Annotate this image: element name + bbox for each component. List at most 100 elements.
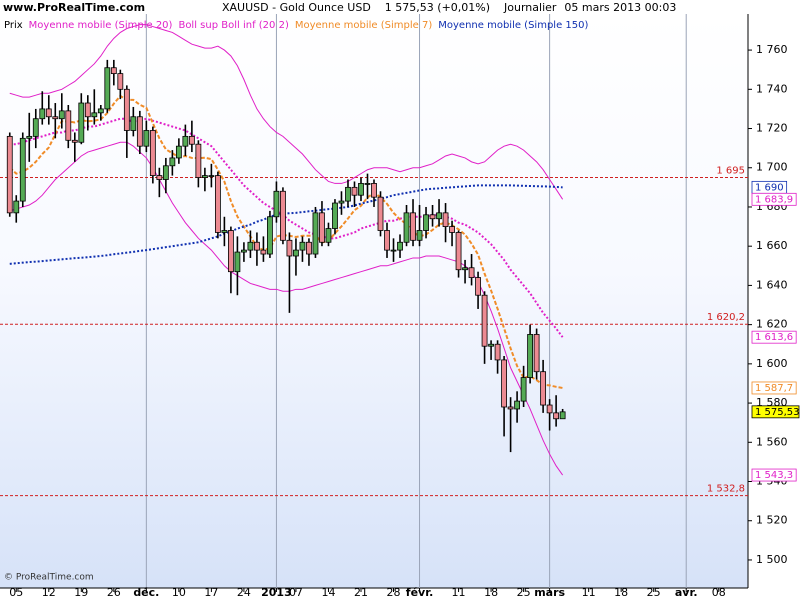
x-tick-label: 2013 [261,586,292,599]
candle-body [325,228,332,243]
price-label: 1 587,7 [755,383,793,394]
candle-body [188,135,195,145]
candle-body [514,400,520,410]
price-label: 1 543,3 [755,470,793,481]
candle-body [293,249,299,257]
candle-body [384,230,390,251]
candle-body [364,183,371,185]
x-tick-label: 11 [582,586,596,599]
candle-body [13,200,20,214]
candle-body [559,411,566,420]
moving-average [9,117,564,338]
candle-body [377,196,384,231]
price-label-box [751,381,797,395]
x-tick-label: 18 [484,586,498,599]
chart-title: XAUUSD - Gold Ounce USD [222,1,371,14]
candle-body [208,175,215,177]
candle-body [449,226,455,233]
candle-body [84,102,91,118]
candle-body [19,137,26,202]
candle-body [221,230,228,233]
site: www.ProRealTime.com [3,1,145,14]
reference-label: 1 532,8 [707,484,745,495]
legend-label: Moyenne mobile (Simple 7) [295,20,433,31]
y-tick-label: 1 500 [756,553,788,566]
y-tick-label: 1 520 [756,514,788,527]
x-tick-label: 07 [289,586,303,599]
x-tick-label: 14 [321,586,335,599]
candle-body [6,135,13,214]
reference-label: 1 695 [716,166,745,177]
candle-body [39,108,46,120]
x-tick-label: 05 [9,586,23,599]
candle-body [214,175,221,233]
candle-body [345,186,351,202]
candle-body [175,145,182,159]
candle-body [267,216,273,255]
candle-body [45,108,52,118]
candle-body [26,135,33,139]
y-tick-label: 1 760 [756,43,788,56]
price-label: 1 575,53 [755,407,800,418]
price-label: 1 683,9 [755,194,793,205]
candle-body [58,110,65,120]
candle-body [247,241,254,251]
candle-body [241,249,247,253]
x-tick-label: 18 [614,586,628,599]
copyright: © ProRealTime.com [4,573,94,583]
x-tick-label: 21 [354,586,368,599]
y-tick-label: 1 620 [756,318,788,331]
candle-body [182,135,189,147]
x-tick-label: 19 [74,586,88,599]
reference-label: 1 620,2 [707,312,745,323]
candle-body [143,130,150,147]
x-tick-label: févr. [406,586,433,599]
x-tick-label: 08 [712,586,726,599]
candle-body [104,67,111,110]
y-tick-label: 1 600 [756,357,788,370]
x-tick-label: avr. [675,586,698,599]
x-tick-label: 24 [237,586,251,599]
candle-body [358,183,364,196]
candle-body [110,67,117,75]
y-tick-label: 1 740 [756,82,788,95]
candle-body [201,175,208,178]
candle-body [91,112,98,118]
period: Journalier [503,1,557,14]
candle-body [494,343,501,361]
candle-body [273,190,280,218]
candle-body [527,334,534,378]
candle-body [371,183,377,198]
quote: 1 575,53 (+0,01%) [385,1,490,14]
candle-body [442,212,449,227]
y-tick-label: 1 560 [756,435,788,448]
price-label-box [751,192,797,206]
candle-body [71,139,78,143]
candle-body [338,200,345,204]
y-tick-label: 1 660 [756,239,788,252]
candle-body [533,334,540,373]
y-tick-label: 1 720 [756,122,788,135]
candle-body [162,165,169,180]
bollinger-upper [9,24,564,200]
y-tick-label: 1 700 [756,161,788,174]
candle-body [520,377,527,402]
candle-body [286,239,293,257]
candle-body [319,212,325,243]
price-label-box [751,330,797,344]
candle-body [97,108,104,114]
candle-body [117,73,124,90]
candle-body [462,267,468,271]
candle-body [403,212,410,243]
candle-body [156,175,163,180]
price-label-box [751,468,797,482]
candle-body [351,186,358,196]
legend-label: Boll sup Boll inf (20 2) [178,20,288,31]
candle-body [312,212,319,255]
candle-body [455,232,462,271]
price-label-box [751,405,800,419]
moving-average [9,184,563,265]
legend-label: Moyenne mobile (Simple 20) [29,20,173,31]
candle-body [423,214,429,231]
x-tick-label: mars [534,586,565,599]
